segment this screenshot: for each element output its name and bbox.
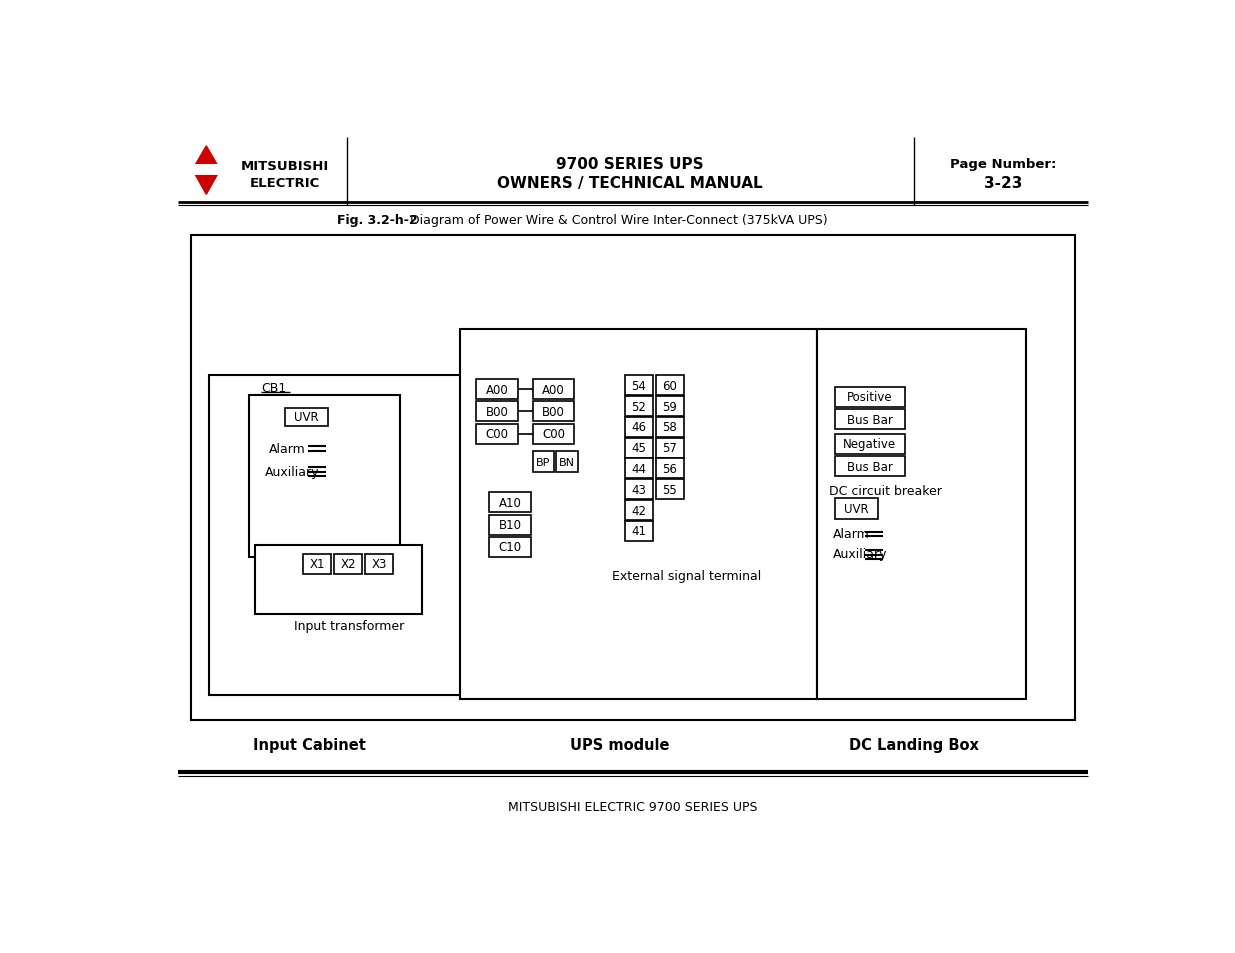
Text: BN: BN xyxy=(558,457,574,467)
Text: B00: B00 xyxy=(542,406,564,418)
Bar xyxy=(656,459,684,479)
Bar xyxy=(818,330,1026,699)
Bar xyxy=(532,402,574,422)
Bar xyxy=(625,500,653,520)
Text: Diagram of Power Wire & Control Wire Inter-Connect (375kVA UPS): Diagram of Power Wire & Control Wire Int… xyxy=(410,214,827,227)
Bar xyxy=(249,395,400,558)
Bar xyxy=(366,555,393,575)
Text: CB1: CB1 xyxy=(262,382,287,395)
Bar xyxy=(209,375,461,695)
Text: X2: X2 xyxy=(341,558,356,571)
Text: Auxiliary: Auxiliary xyxy=(264,466,319,478)
Text: A00: A00 xyxy=(542,383,564,396)
Bar xyxy=(656,375,684,395)
Bar xyxy=(835,435,904,455)
Bar xyxy=(556,452,578,473)
Bar xyxy=(532,424,574,444)
Bar xyxy=(303,555,331,575)
Text: UVR: UVR xyxy=(845,502,869,516)
Text: 43: 43 xyxy=(631,483,646,497)
Text: C00: C00 xyxy=(485,428,509,441)
Bar xyxy=(656,396,684,416)
Bar xyxy=(284,408,329,427)
Text: Input Cabinet: Input Cabinet xyxy=(253,738,366,753)
Bar xyxy=(461,330,818,699)
Bar xyxy=(625,396,653,416)
Bar xyxy=(835,499,878,519)
Text: 41: 41 xyxy=(631,525,646,537)
Text: 56: 56 xyxy=(662,462,677,476)
Text: 44: 44 xyxy=(631,462,646,476)
Bar xyxy=(475,424,517,444)
Text: Negative: Negative xyxy=(844,437,897,451)
Text: B00: B00 xyxy=(485,406,509,418)
Text: Auxiliary: Auxiliary xyxy=(834,548,888,560)
Bar xyxy=(656,417,684,437)
Bar xyxy=(835,388,904,408)
Bar xyxy=(532,379,574,399)
Text: MITSUBISHI ELECTRIC 9700 SERIES UPS: MITSUBISHI ELECTRIC 9700 SERIES UPS xyxy=(508,801,757,813)
Bar xyxy=(625,438,653,458)
Text: 57: 57 xyxy=(662,441,677,455)
Text: Bus Bar: Bus Bar xyxy=(847,414,893,426)
Text: DC Landing Box: DC Landing Box xyxy=(848,738,979,753)
Text: X1: X1 xyxy=(310,558,325,571)
Bar xyxy=(489,493,531,513)
Text: OWNERS / TECHNICAL MANUAL: OWNERS / TECHNICAL MANUAL xyxy=(498,176,763,192)
Text: ELECTRIC: ELECTRIC xyxy=(249,177,320,190)
Bar xyxy=(256,545,421,615)
Text: Bus Bar: Bus Bar xyxy=(847,460,893,473)
Polygon shape xyxy=(195,147,217,167)
Bar xyxy=(335,555,362,575)
Text: 55: 55 xyxy=(662,483,677,497)
Bar xyxy=(625,417,653,437)
Text: X3: X3 xyxy=(372,558,387,571)
Text: DC circuit breaker: DC circuit breaker xyxy=(829,485,941,497)
Text: A00: A00 xyxy=(485,383,509,396)
Bar xyxy=(656,438,684,458)
Bar xyxy=(835,456,904,476)
Text: 58: 58 xyxy=(662,421,677,434)
Text: Fig. 3.2-h-2: Fig. 3.2-h-2 xyxy=(337,214,417,227)
Text: Alarm: Alarm xyxy=(834,528,869,541)
Text: B10: B10 xyxy=(499,518,521,532)
Text: 3-23: 3-23 xyxy=(984,176,1023,192)
Text: 60: 60 xyxy=(662,379,677,393)
Text: A10: A10 xyxy=(499,497,521,509)
Text: Alarm: Alarm xyxy=(269,442,306,456)
Text: UVR: UVR xyxy=(294,411,319,424)
Bar xyxy=(625,479,653,499)
Bar xyxy=(489,516,531,535)
Text: Positive: Positive xyxy=(847,391,893,404)
Text: MITSUBISHI: MITSUBISHI xyxy=(241,160,329,173)
Text: BP: BP xyxy=(536,457,551,467)
Text: 46: 46 xyxy=(631,421,646,434)
Text: Page Number:: Page Number: xyxy=(950,158,1056,171)
Text: UPS module: UPS module xyxy=(569,738,669,753)
Bar xyxy=(489,537,531,558)
Text: C10: C10 xyxy=(499,541,521,554)
Bar xyxy=(193,165,220,176)
Text: Input transformer: Input transformer xyxy=(294,619,404,633)
Text: 42: 42 xyxy=(631,504,646,517)
Bar xyxy=(475,402,517,422)
Bar xyxy=(625,521,653,541)
Bar xyxy=(656,479,684,499)
Bar xyxy=(835,410,904,430)
Text: C00: C00 xyxy=(542,428,564,441)
Text: External signal terminal: External signal terminal xyxy=(611,569,761,582)
Text: 54: 54 xyxy=(631,379,646,393)
Bar xyxy=(190,236,1076,720)
Text: 45: 45 xyxy=(631,441,646,455)
Bar xyxy=(625,375,653,395)
Bar xyxy=(532,452,555,473)
Text: 59: 59 xyxy=(662,400,677,414)
Polygon shape xyxy=(195,174,217,195)
Bar xyxy=(475,379,517,399)
Text: 9700 SERIES UPS: 9700 SERIES UPS xyxy=(557,157,704,172)
Bar xyxy=(625,459,653,479)
Text: 52: 52 xyxy=(631,400,646,414)
